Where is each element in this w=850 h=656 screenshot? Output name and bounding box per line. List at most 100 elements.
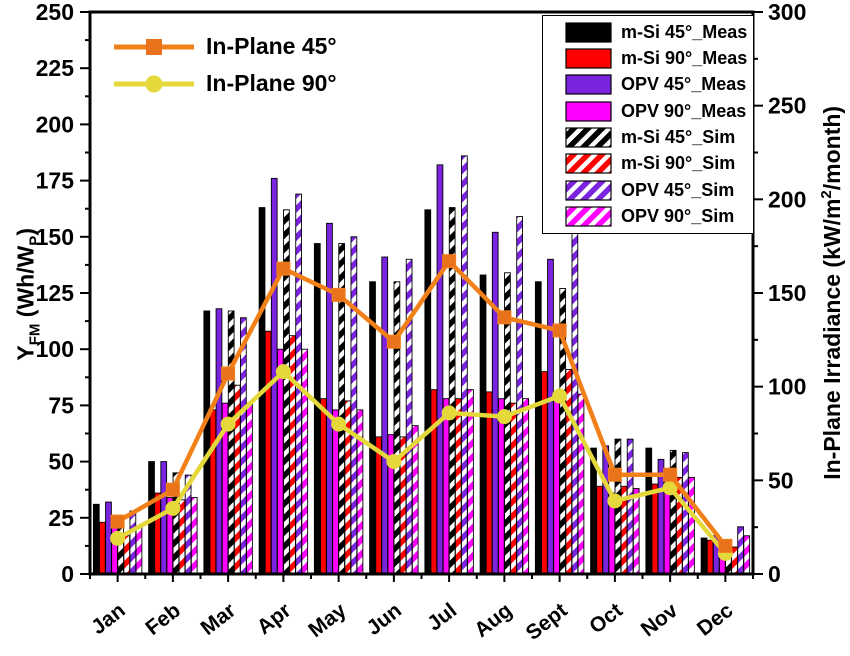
- right-axis-tick-label: 250: [768, 93, 806, 119]
- line-legend-label: In-Plane 90°: [206, 70, 337, 96]
- x-tick-label: Nov: [637, 599, 683, 642]
- bar: [626, 438, 634, 575]
- right-axis-tick-label: 0: [768, 561, 781, 587]
- bar: [565, 368, 573, 575]
- bar-legend-swatch: [565, 74, 612, 96]
- right-axis-tick-label: 300: [768, 0, 806, 25]
- square-marker: [442, 254, 457, 269]
- x-tick-label: Aug: [470, 599, 516, 642]
- circle-marker: [552, 388, 568, 404]
- right-axis-title-sup: 2: [818, 190, 836, 199]
- x-tick-label: Feb: [141, 599, 185, 640]
- bar-legend-label: OPV 45°_Meas: [621, 74, 747, 95]
- bar-legend-item: m-Si 45°_Sim: [543, 126, 753, 150]
- bar-legend-label: m-Si 45°_Meas: [621, 21, 748, 42]
- bar-legend-item: OPV 90°_Meas: [543, 99, 753, 123]
- bar: [700, 537, 708, 575]
- bar: [135, 526, 143, 575]
- bar: [491, 231, 499, 575]
- line-inplane-90: [116, 368, 728, 555]
- bar-legend-item: OPV 45°_Sim: [543, 178, 753, 202]
- x-tick-label: Jun: [362, 599, 406, 640]
- left-axis-tick-label: 175: [36, 168, 75, 194]
- bar-legend-item: OPV 90°_Sim: [543, 205, 753, 229]
- bar: [682, 452, 689, 575]
- right-axis-tick-label: 150: [768, 280, 806, 306]
- left-axis-tick-label: 250: [36, 0, 74, 25]
- square-marker: [221, 366, 236, 381]
- bar: [190, 497, 198, 575]
- bar-legend-label: m-Si 90°_Sim: [621, 153, 736, 174]
- bar: [706, 539, 714, 575]
- circle-marker: [110, 530, 126, 546]
- bar-legend-swatch: [565, 22, 612, 43]
- left-axis-tick-label: 125: [36, 280, 75, 306]
- bar: [442, 398, 450, 575]
- bar: [375, 436, 382, 575]
- left-axis-tick-label: 0: [61, 561, 74, 587]
- left-axis-tick-label: 150: [36, 224, 74, 250]
- x-tick-label: Mar: [197, 599, 241, 640]
- bar-legend-label: m-Si 45°_Sim: [621, 127, 736, 148]
- x-tick-label: May: [304, 599, 351, 642]
- bar: [577, 393, 585, 575]
- right-axis-tick-label: 200: [768, 186, 806, 212]
- bar: [129, 510, 137, 575]
- bar: [571, 225, 579, 575]
- bar-legend-swatch: [565, 180, 612, 201]
- square-marker: [331, 287, 346, 302]
- bar: [240, 317, 247, 575]
- bar: [743, 535, 751, 575]
- square-marker: [552, 323, 567, 338]
- left-axis-title-part: (Wh/W: [12, 245, 39, 324]
- bar: [246, 402, 253, 575]
- bar: [479, 274, 487, 575]
- square-marker: [386, 334, 401, 349]
- bar-legend-swatch: [565, 153, 612, 175]
- right-axis-title-part: /month): [818, 105, 845, 191]
- right-axis-title-part: In-Plane Irradiance (kW/m: [818, 198, 845, 480]
- bar: [264, 330, 272, 575]
- bar: [227, 310, 235, 575]
- bar: [424, 209, 432, 575]
- bar: [467, 389, 474, 575]
- bar: [381, 256, 389, 575]
- bar-legend-swatch: [565, 127, 612, 148]
- bar: [320, 398, 327, 575]
- bar: [596, 485, 603, 575]
- line-legend-item: In-Plane 90°: [112, 65, 337, 102]
- left-axis-tick-label: 75: [48, 392, 74, 418]
- bar: [737, 526, 744, 575]
- line-legend-label: In-Plane 45°: [206, 33, 337, 59]
- square-marker: [607, 467, 622, 482]
- line-legend: In-Plane 45° In-Plane 90°: [112, 28, 337, 102]
- bar-legend-label: OPV 45°_Sim: [621, 179, 735, 200]
- bar-legend-swatch: [565, 206, 612, 227]
- right-axis-title: In-Plane Irradiance (kW/m2/month): [818, 0, 846, 593]
- circle-marker: [386, 454, 402, 470]
- left-axis-tick-label: 225: [36, 55, 75, 81]
- bar: [516, 216, 523, 575]
- bar-legend: m-Si 45°_Meas m-Si 90°_Meas OPV 45°_Meas OP…: [542, 15, 754, 234]
- x-tick-label: Sept: [522, 599, 572, 645]
- bar-legend-item: m-Si 90°_Meas: [543, 47, 753, 71]
- bar: [154, 492, 161, 575]
- bar: [209, 409, 217, 575]
- left-axis-title-part: Y: [12, 345, 39, 361]
- bar: [276, 348, 284, 575]
- x-tick-label: Jan: [87, 599, 130, 639]
- orange-line-sample: [114, 38, 194, 55]
- bar: [350, 236, 358, 575]
- x-tick-label: Dec: [693, 599, 738, 641]
- circle-marker-icon: [145, 75, 163, 92]
- bar: [92, 503, 100, 575]
- circle-marker: [165, 500, 181, 516]
- bar: [332, 409, 339, 575]
- bar: [461, 155, 468, 575]
- square-marker: [165, 482, 180, 497]
- bar-legend-label: OPV 90°_Meas: [621, 100, 747, 121]
- bar: [160, 461, 168, 575]
- bar-legend-item: OPV 45°_Meas: [543, 73, 753, 97]
- bar: [602, 445, 610, 575]
